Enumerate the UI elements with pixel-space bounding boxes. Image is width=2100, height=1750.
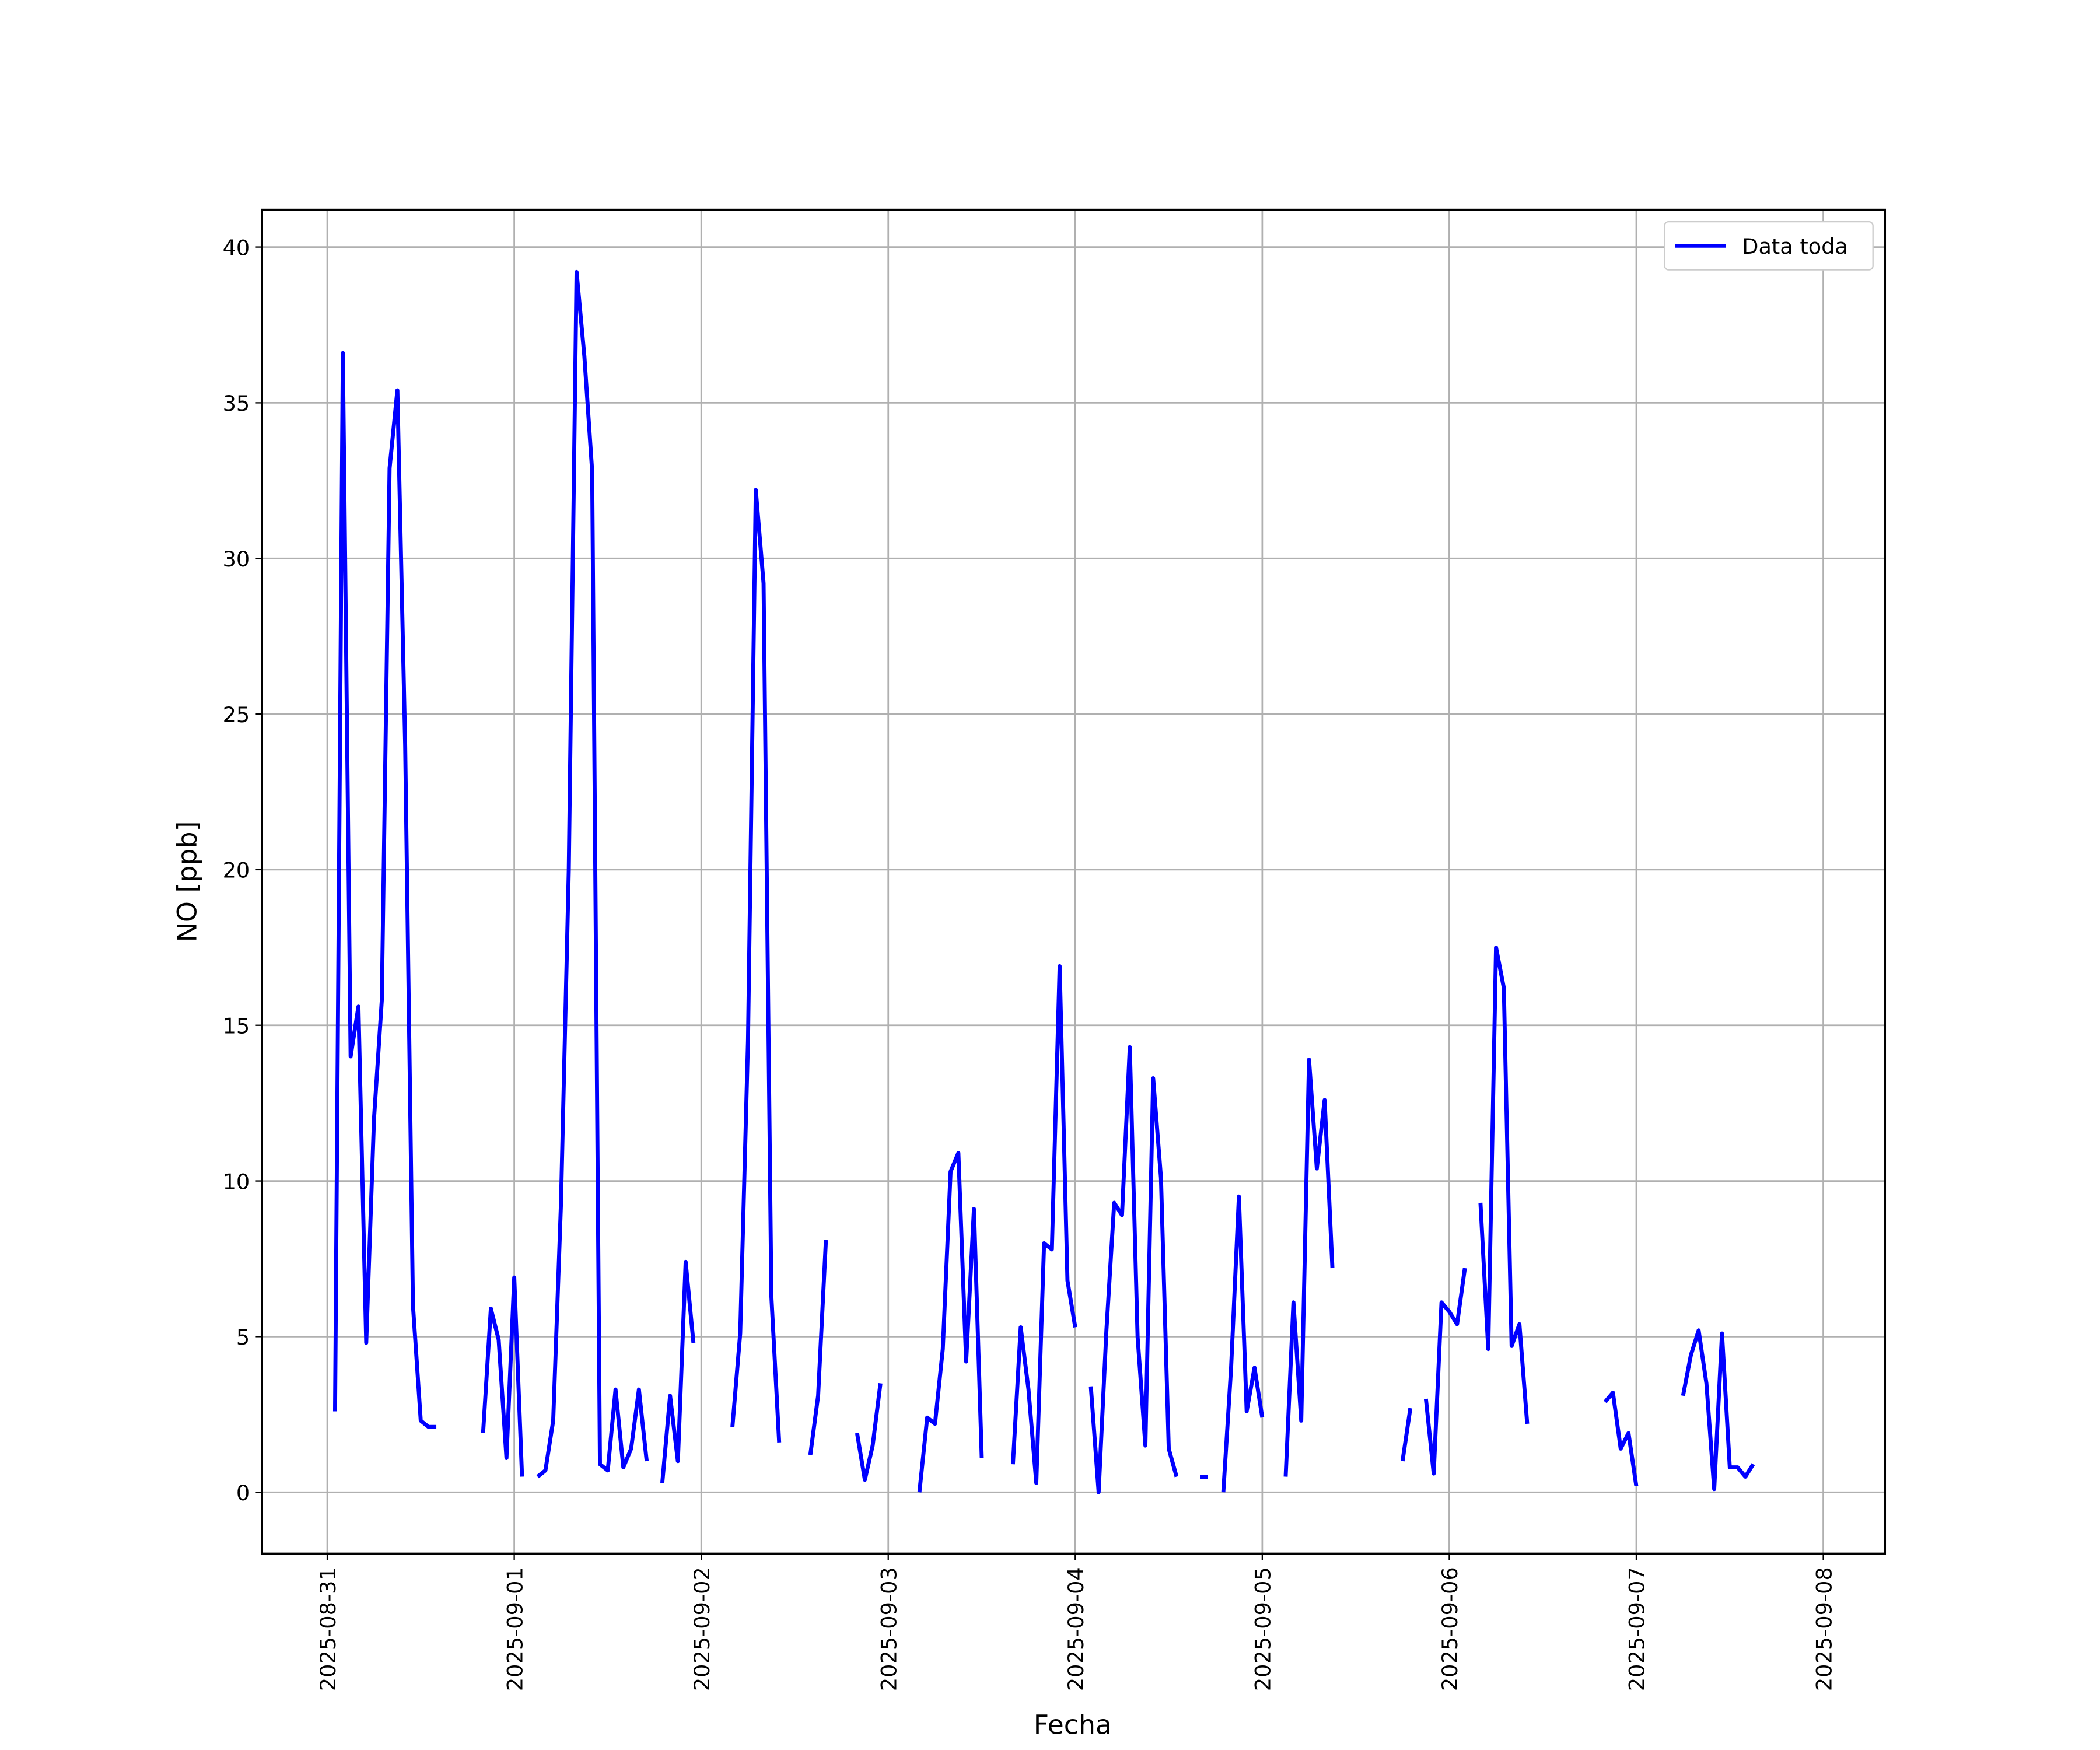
y-tick-label: 25 [223, 702, 250, 727]
x-tick-label: 2025-09-01 [502, 1567, 527, 1691]
plot-frame [261, 208, 1887, 1555]
y-tick-label: 20 [223, 858, 250, 883]
x-tick-label: 2025-09-02 [690, 1567, 715, 1691]
x-tick-label: 2025-09-07 [1625, 1567, 1650, 1691]
legend: Data toda [1664, 221, 1874, 271]
y-tick-label: 0 [236, 1480, 250, 1506]
x-tick-label: 2025-09-03 [876, 1567, 901, 1691]
x-tick-label: 2025-09-06 [1437, 1567, 1462, 1691]
x-tick-label: 2025-09-05 [1251, 1567, 1276, 1691]
y-tick-label: 35 [223, 391, 250, 416]
legend-box [1664, 221, 1874, 271]
y-axis-label: NO [ppb] [172, 821, 203, 943]
x-tick-label: 2025-09-04 [1063, 1567, 1088, 1691]
y-tick-label: 40 [223, 235, 250, 260]
x-axis-label: Fecha [1034, 1709, 1112, 1741]
y-tick-label: 5 [236, 1325, 250, 1350]
y-tick-label: 10 [223, 1169, 250, 1194]
x-tick-label: 2025-09-08 [1811, 1567, 1836, 1691]
data-line [332, 270, 1755, 1494]
x-tick-label: 2025-08-31 [316, 1567, 341, 1691]
y-tick-label: 30 [223, 547, 250, 572]
y-tick-label: 15 [223, 1013, 250, 1038]
legend-label: Data toda [1742, 234, 1848, 259]
